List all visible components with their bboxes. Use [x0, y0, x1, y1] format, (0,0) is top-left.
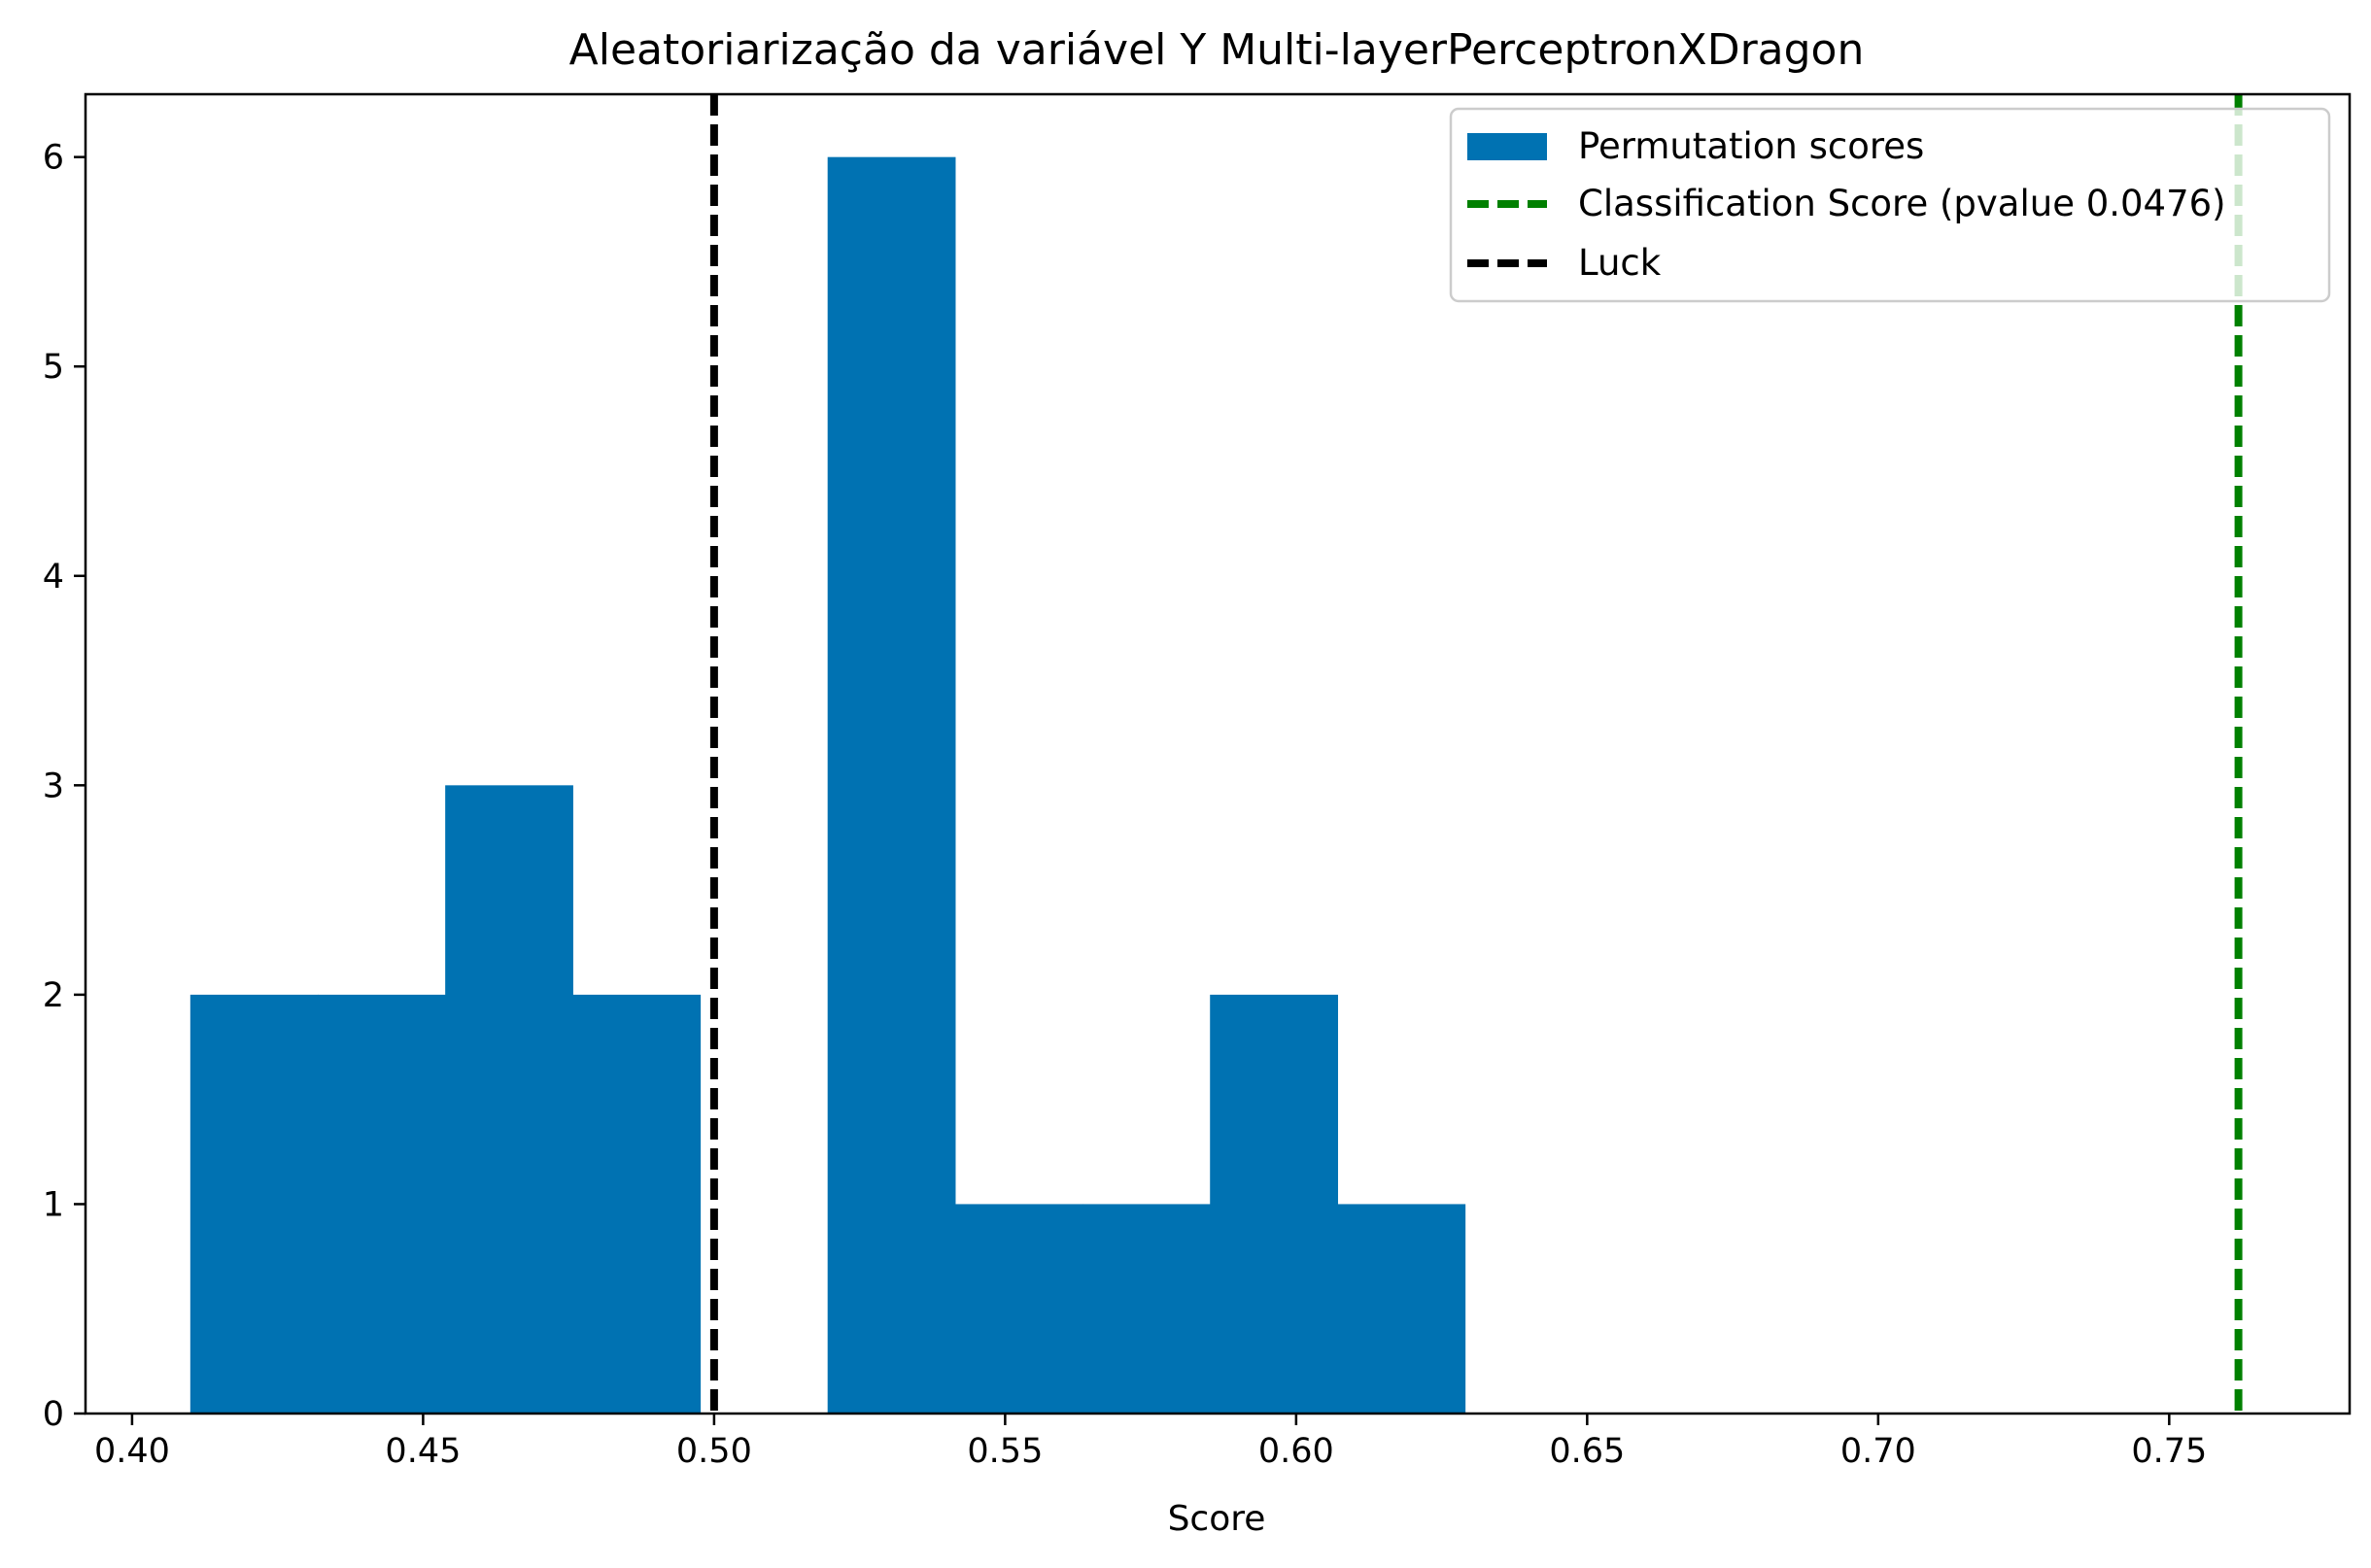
legend-frame: [1449, 107, 2331, 303]
reference-lines-layer: [709, 94, 2243, 1414]
legend-swatch-permutation-scores: [1467, 133, 1547, 160]
y-tick-label: 1: [43, 1185, 64, 1224]
y-tick-label: 4: [43, 558, 64, 597]
y-tick-label: 0: [43, 1395, 64, 1434]
legend-label-luck: Luck: [1578, 242, 1662, 284]
plot-frame: [84, 92, 2352, 1415]
y-tick-label: 6: [43, 139, 64, 178]
bars-layer: [189, 156, 1466, 1415]
y-tick-label: 3: [43, 767, 64, 805]
histogram-bar-7: [1082, 1204, 1211, 1414]
histogram-bar-5: [827, 156, 956, 1415]
histogram-bar-3: [572, 994, 702, 1414]
x-tick-label: 0.75: [2131, 1432, 2207, 1471]
chart-title: Aleatoriarização da variável Y Multi-lay…: [569, 25, 1865, 75]
histogram-bar-6: [954, 1204, 1083, 1414]
x-axis-ticks: 0.40 0.45 0.50 0.55 0.60 0.65 0.70 0.75: [94, 1414, 2207, 1471]
x-tick-label: 0.50: [676, 1432, 752, 1471]
histogram-bar-2: [445, 785, 573, 1414]
histogram-bar-8: [1210, 994, 1338, 1414]
y-axis-ticks: 0 1 2 3 4 5 6: [43, 139, 86, 1434]
y-tick-label: 2: [43, 976, 64, 1015]
x-tick-label: 0.45: [385, 1432, 461, 1471]
x-tick-label: 0.40: [94, 1432, 170, 1471]
x-tick-label: 0.55: [967, 1432, 1043, 1471]
x-tick-label: 0.60: [1258, 1432, 1334, 1471]
y-tick-label: 5: [43, 348, 64, 387]
histogram-bar-0: [189, 994, 319, 1414]
x-tick-label: 0.65: [1549, 1432, 1625, 1471]
x-tick-label: 0.70: [1840, 1432, 1916, 1471]
legend-label-classification-score: Classification Score (pvalue 0.0476): [1578, 183, 2226, 224]
histogram-bar-9: [1337, 1204, 1466, 1414]
legend: Permutation scores Classification Score …: [1449, 107, 2331, 303]
x-axis-label: Score: [1168, 1499, 1266, 1539]
histogram-bar-1: [317, 994, 446, 1414]
legend-label-permutation-scores: Permutation scores: [1578, 125, 1924, 167]
